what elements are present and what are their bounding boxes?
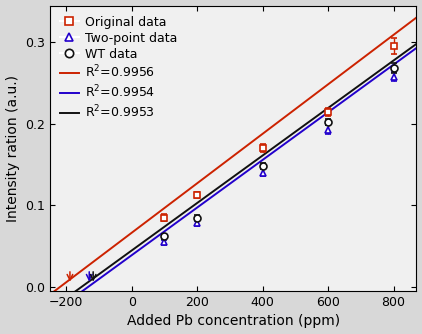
X-axis label: Added Pb concentration (ppm): Added Pb concentration (ppm) — [127, 314, 340, 328]
Legend: Original data, Two-point data, WT data, R$^2$=0.9956, R$^2$=0.9954, R$^2$=0.9953: Original data, Two-point data, WT data, … — [56, 12, 181, 124]
Y-axis label: Intensity ration (a.u.): Intensity ration (a.u.) — [5, 75, 19, 222]
